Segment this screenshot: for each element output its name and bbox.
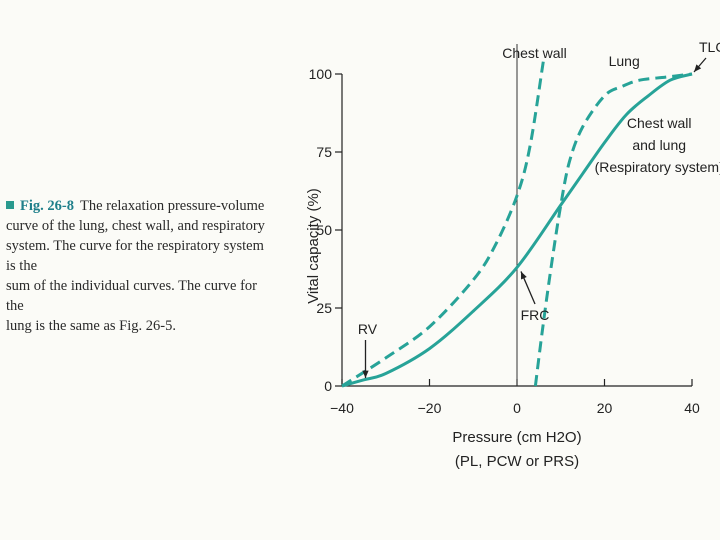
x-tick-label: 40 — [684, 400, 700, 416]
chart-axes: 0 25 50 75 100 −40 −20 0 20 40 Pressure (cm H2O) (P… — [305, 44, 700, 470]
caption-line: lung is the same as Fig. 26-5. — [6, 318, 176, 334]
caption-line: sum of the individual curves. The curve … — [6, 278, 257, 314]
annotation-rv: RV — [358, 321, 378, 337]
label-chest-wall: Chest wall — [502, 45, 567, 61]
x-tick-label: −20 — [418, 400, 442, 416]
annotation-tlc: TLC — [699, 39, 720, 55]
label-respiratory-line3: (Respiratory system) — [595, 159, 720, 175]
x-tick-label: −40 — [330, 400, 354, 416]
annotation-tlc-arrow-head — [694, 64, 702, 72]
y-tick-label: 25 — [316, 300, 332, 316]
annotation-rv-arrow-head — [362, 370, 369, 378]
caption-line: The relaxation pressure-volume — [79, 198, 265, 214]
x-tick-label: 0 — [513, 400, 521, 416]
annotation-frc-arrow-head — [521, 271, 527, 280]
caption-line: system. The curve for the respiratory sy… — [6, 238, 264, 274]
chart-annotations: Chest wall Lung Chest wall and lung (Respira… — [358, 39, 720, 378]
caption-marker-icon — [6, 201, 14, 209]
y-tick-label: 100 — [309, 66, 333, 82]
respiratory-system-curve — [341, 72, 693, 388]
lung-curve — [533, 72, 693, 387]
label-lung: Lung — [609, 53, 640, 69]
caption-line: curve of the lung, chest wall, and respi… — [6, 218, 265, 234]
label-respiratory-line1: Chest wall — [627, 115, 692, 131]
x-tick-label: 20 — [597, 400, 613, 416]
x-axis-subtitle: (PL, PCW or PRS) — [455, 453, 579, 470]
y-tick-label: 0 — [324, 378, 332, 394]
annotation-frc: FRC — [521, 307, 550, 323]
x-axis-title: Pressure (cm H2O) — [452, 429, 581, 446]
label-respiratory-line2: and lung — [632, 137, 686, 153]
caption-figure-label: Fig. 26-8 — [20, 198, 74, 214]
figure-caption: Fig. 26-8 The relaxation pressure-volume … — [6, 196, 276, 336]
chest-wall-curve — [341, 61, 545, 388]
y-tick-label: 50 — [316, 222, 332, 238]
y-tick-label: 75 — [316, 144, 332, 160]
chart-series — [341, 61, 693, 388]
y-axis-title: Vital capacity (%) — [305, 188, 322, 304]
